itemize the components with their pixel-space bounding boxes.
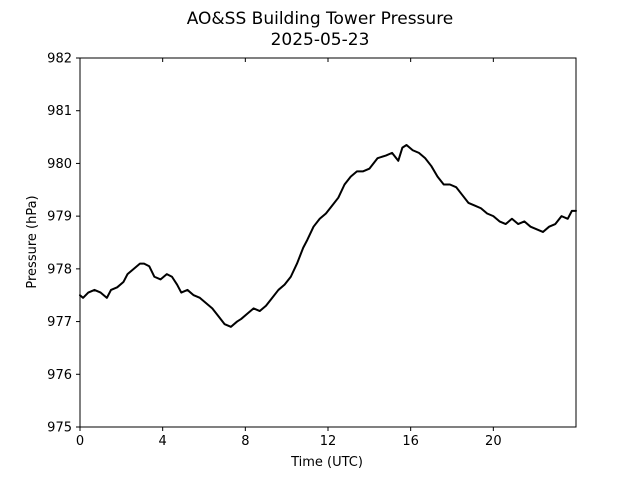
y-tick-label: 979 (47, 210, 72, 225)
y-axis-label: Pressure (hPa) (25, 195, 40, 288)
y-tick-label: 981 (47, 104, 72, 119)
chart-subtitle: 2025-05-23 (271, 30, 370, 50)
y-tick-label: 982 (47, 52, 72, 67)
x-axis-ticks: 0 4 8 12 16 20 (76, 58, 502, 449)
chart-title: AO&SS Building Tower Pressure (187, 9, 454, 29)
y-tick-label: 977 (47, 315, 72, 330)
y-axis-ticks: 975 976 977 978 979 980 981 982 (47, 52, 80, 436)
x-tick-label: 0 (76, 434, 84, 449)
x-tick-label: 16 (402, 434, 419, 449)
y-tick-label: 980 (47, 157, 72, 172)
pressure-series-line (79, 143, 577, 328)
x-tick-label: 20 (485, 434, 502, 449)
y-tick-label: 978 (47, 262, 72, 277)
x-tick-label: 12 (320, 434, 337, 449)
x-tick-label: 4 (159, 434, 167, 449)
plot-frame (79, 57, 577, 428)
x-tick-label: 8 (241, 434, 249, 449)
y-tick-label: 976 (47, 368, 72, 383)
plot-area: 0 4 8 12 16 20 975 976 977 978 979 980 981 982 (47, 52, 577, 449)
y-tick-label: 975 (47, 421, 72, 436)
x-axis-label: Time (UTC) (290, 455, 363, 470)
